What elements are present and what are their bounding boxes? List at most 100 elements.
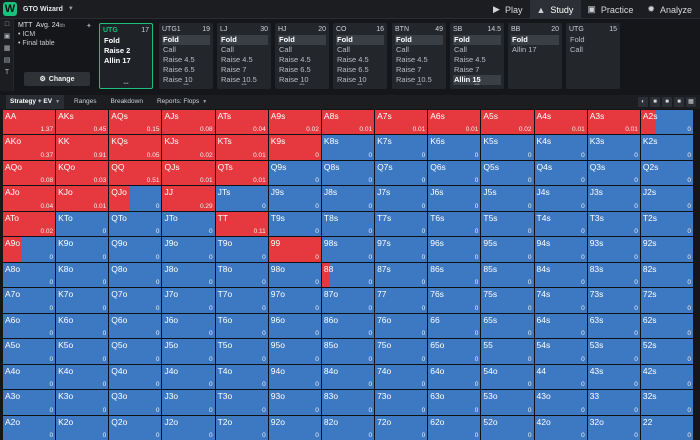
hand-cell[interactable]: A2s 0 — [641, 110, 693, 134]
hand-cell[interactable]: A9o 0 — [3, 237, 55, 261]
hand-cell[interactable]: JTs 0 — [216, 186, 268, 210]
hand-cell[interactable]: K3s 0 — [588, 135, 640, 159]
hand-cell[interactable]: 74o 0 — [375, 365, 427, 389]
hand-cell[interactable]: 85s 0 — [481, 263, 533, 287]
hand-cell[interactable]: 98s 0 — [322, 237, 374, 261]
action-option[interactable]: Raise 4.5 — [395, 55, 443, 65]
more-actions-icon[interactable]: ••• — [100, 81, 152, 87]
more-actions-icon[interactable]: ••• — [333, 82, 387, 88]
hand-cell[interactable]: T8s 0 — [322, 212, 374, 236]
action-option[interactable]: Call — [569, 45, 617, 55]
tab-strategy-ev[interactable]: Strategy + EV ▼ — [6, 95, 64, 109]
hand-cell[interactable]: QTs 0.01 — [216, 161, 268, 185]
action-option[interactable]: Raise 7 — [395, 65, 443, 75]
hand-cell[interactable]: K5o 0 — [56, 339, 108, 363]
hand-cell[interactable]: J8o 0 — [162, 263, 214, 287]
hand-cell[interactable]: A9s 0.02 — [269, 110, 321, 134]
hand-cell[interactable]: A5o 0 — [3, 339, 55, 363]
hand-cell[interactable]: 77 0 — [375, 288, 427, 312]
position-card-btn[interactable]: BTN 49 Fold Call Raise 4.5 Raise 7 Raise 10.5 •… — [392, 23, 446, 89]
hand-cell[interactable]: 94o 0 — [269, 365, 321, 389]
hand-cell[interactable]: 53o 0 — [481, 390, 533, 414]
hand-cell[interactable]: T7s 0 — [375, 212, 427, 236]
action-option[interactable]: Fold — [336, 35, 384, 45]
hand-cell[interactable]: A7o 0 — [3, 288, 55, 312]
position-card-hj[interactable]: HJ 20 Fold Call Raise 4.5 Raise 6.5 Raise 10 ••… — [275, 23, 329, 89]
more-actions-icon[interactable]: ••• — [217, 82, 271, 88]
action-option[interactable]: Raise 2 — [103, 46, 149, 56]
action-option[interactable]: Fold — [103, 36, 149, 46]
action-option[interactable]: Raise 4.5 — [278, 55, 326, 65]
hand-cell[interactable]: KJo 0.01 — [56, 186, 108, 210]
hand-cell[interactable]: AJo 0.04 — [3, 186, 55, 210]
hand-cell[interactable]: 92o 0 — [269, 416, 321, 440]
hand-cell[interactable]: 96o 0 — [269, 314, 321, 338]
hand-cell[interactable]: KTo 0 — [56, 212, 108, 236]
action-option[interactable]: Allin 17 — [511, 45, 559, 55]
split-view-icon[interactable]: ■ — [674, 97, 684, 107]
hand-cell[interactable]: 86o 0 — [322, 314, 374, 338]
position-card-utg[interactable]: UTG 15 Fold Call — [566, 23, 620, 89]
hand-cell[interactable]: K6o 0 — [56, 314, 108, 338]
hand-cell[interactable]: Q2s 0 — [641, 161, 693, 185]
hand-cell[interactable]: KQs 0.05 — [109, 135, 161, 159]
position-card-lj[interactable]: LJ 30 Fold Call Raise 4.5 Raise 7 Raise 10.5 ••… — [217, 23, 271, 89]
hand-cell[interactable]: 76s 0 — [428, 288, 480, 312]
hand-cell[interactable]: K5s 0 — [481, 135, 533, 159]
hand-cell[interactable]: 64o 0 — [428, 365, 480, 389]
hand-cell[interactable]: A2o 0 — [3, 416, 55, 440]
hand-cell[interactable]: 83o 0 — [322, 390, 374, 414]
hand-cell[interactable]: TT 0.11 — [216, 212, 268, 236]
hand-cell[interactable]: 63s 0 — [588, 314, 640, 338]
hand-cell[interactable]: J2o 0 — [162, 416, 214, 440]
hand-cell[interactable]: 43o 0 — [535, 390, 587, 414]
hand-cell[interactable]: 94s 0 — [535, 237, 587, 261]
position-card-utg1[interactable]: UTG1 19 Fold Call Raise 4.5 Raise 6.5 Raise 10… — [159, 23, 213, 89]
save-icon[interactable]: ▣ — [0, 31, 14, 43]
hand-cell[interactable]: A4s 0.01 — [535, 110, 587, 134]
hand-cell[interactable]: 88 0 — [322, 263, 374, 287]
text-icon[interactable]: T — [0, 67, 14, 79]
folder-icon[interactable]: ▦ — [0, 43, 14, 55]
more-actions-icon[interactable]: ••• — [450, 82, 504, 88]
action-option[interactable]: Fold — [511, 35, 559, 45]
file-icon[interactable]: □ — [0, 19, 14, 31]
hand-cell[interactable]: K9s 0 — [269, 135, 321, 159]
hand-cell[interactable]: 74s 0 — [535, 288, 587, 312]
hand-cell[interactable]: QJs 0.01 — [162, 161, 214, 185]
hand-cell[interactable]: Q9o 0 — [109, 237, 161, 261]
hand-cell[interactable]: Q3s 0 — [588, 161, 640, 185]
hand-cell[interactable]: 72o 0 — [375, 416, 427, 440]
nav-tab-play[interactable]: ▶ Play — [487, 0, 530, 19]
hand-cell[interactable]: J6s 0 — [428, 186, 480, 210]
position-card-bb[interactable]: BB 20 Fold Allin 17 — [508, 23, 562, 89]
hand-cell[interactable]: 33 0 — [588, 390, 640, 414]
nav-tab-analyze[interactable]: ✹ Analyze — [641, 0, 700, 19]
action-option[interactable]: Fold — [453, 35, 501, 45]
pin-icon[interactable]: ✦ — [86, 22, 92, 30]
action-option[interactable]: Fold — [220, 35, 268, 45]
hand-cell[interactable]: Q8o 0 — [109, 263, 161, 287]
table-view-icon[interactable]: ▦ — [686, 97, 696, 107]
action-option[interactable]: Raise 4.5 — [453, 55, 501, 65]
hand-cell[interactable]: 75s 0 — [481, 288, 533, 312]
hand-cell[interactable]: 32s 0 — [641, 390, 693, 414]
hand-cell[interactable]: 99 0 — [269, 237, 321, 261]
action-option[interactable]: Raise 6.5 — [278, 65, 326, 75]
hand-cell[interactable]: 44 0 — [535, 365, 587, 389]
hand-cell[interactable]: 52o 0 — [481, 416, 533, 440]
list-view-icon[interactable]: ■ — [662, 97, 672, 107]
action-option[interactable]: Allin 17 — [103, 56, 149, 66]
hand-cell[interactable]: Q8s 0 — [322, 161, 374, 185]
hand-cell[interactable]: KQo 0.03 — [56, 161, 108, 185]
hand-cell[interactable]: Q5o 0 — [109, 339, 161, 363]
hand-cell[interactable]: K7s 0 — [375, 135, 427, 159]
hand-cell[interactable]: T7o 0 — [216, 288, 268, 312]
hand-cell[interactable]: T5o 0 — [216, 339, 268, 363]
hand-cell[interactable]: Q3o 0 — [109, 390, 161, 414]
hand-cell[interactable]: K7o 0 — [56, 288, 108, 312]
hand-cell[interactable]: 52s 0 — [641, 339, 693, 363]
hand-cell[interactable]: 82o 0 — [322, 416, 374, 440]
hand-cell[interactable]: A4o 0 — [3, 365, 55, 389]
hand-cell[interactable]: 85o 0 — [322, 339, 374, 363]
